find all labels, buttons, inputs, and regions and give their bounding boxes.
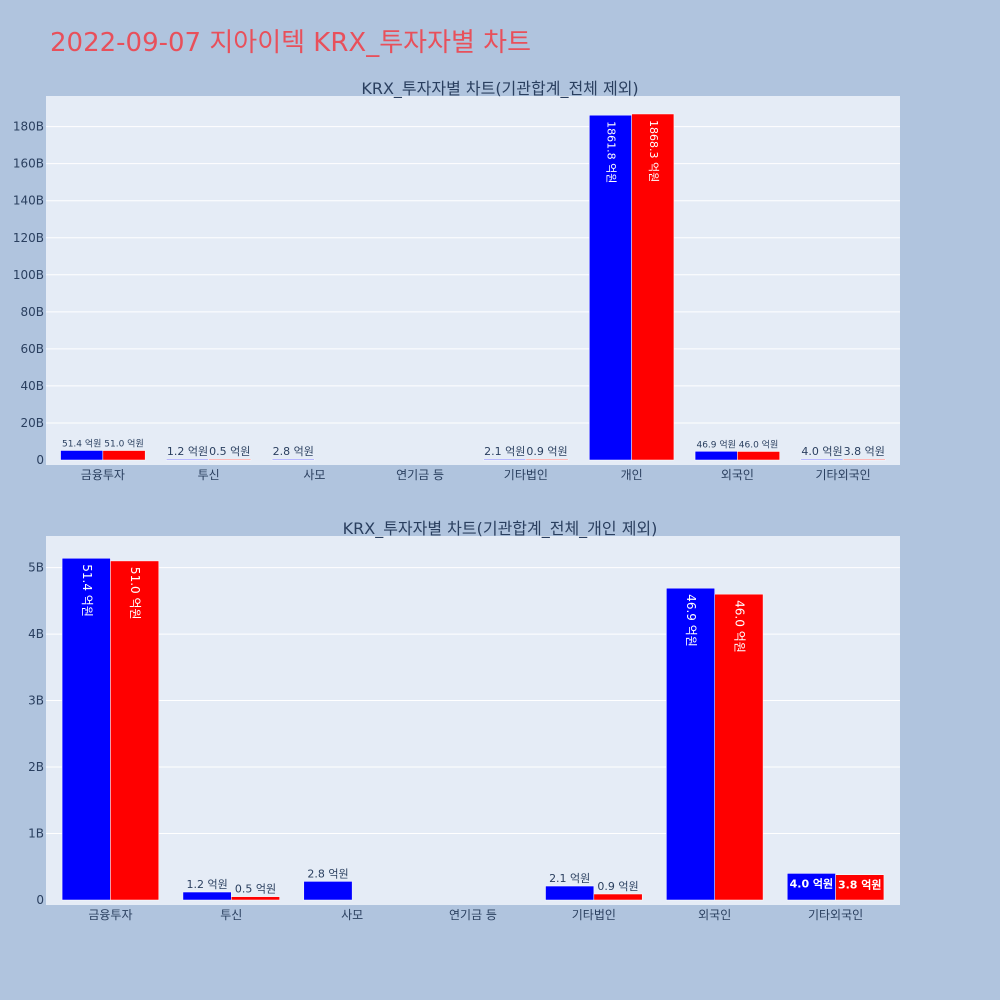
bar-value-label: 2.1 억원 (549, 872, 590, 885)
y-tick-label: 80B (20, 305, 44, 319)
y-tick-label: 4B (28, 627, 44, 641)
x-tick-label: 기타외국인 (816, 468, 871, 482)
y-tick-label: 0 (36, 893, 44, 907)
bar-value-label: 3.8 억원 (844, 445, 885, 458)
bar-value-label: 46.9 억원 (684, 594, 698, 647)
bar (835, 874, 885, 901)
bar-value-label: 0.5 억원 (209, 445, 250, 458)
x-tick-label: 개인 (621, 468, 643, 482)
bar (786, 873, 836, 901)
bar (60, 450, 104, 461)
bar (737, 451, 780, 461)
bar (166, 458, 209, 461)
bar-value-label: 0.5 억원 (235, 883, 276, 896)
bar (631, 113, 675, 461)
bar-value-label: 4.0 억원 (790, 876, 834, 890)
x-tick-label: 투신 (220, 908, 242, 922)
bar (102, 450, 146, 461)
bar-value-label: 51.0 억원 (128, 567, 142, 620)
bar-value-label: 2.8 억원 (273, 445, 314, 458)
bar-value-label: 2.1 억원 (484, 445, 525, 458)
x-tick-label: 외국인 (698, 908, 731, 922)
bar-value-label: 51.4 억원 (62, 437, 101, 449)
x-tick-label: 사모 (341, 908, 363, 922)
bar-value-label: 46.0 억원 (732, 600, 746, 653)
x-tick-label: 외국인 (721, 468, 754, 482)
bar-value-label: 1861.8 억원 (604, 121, 617, 183)
bar (842, 458, 886, 461)
bar-value-label: 46.0 억원 (739, 438, 778, 450)
bar (714, 593, 764, 901)
y-tick-label: 160B (13, 157, 44, 171)
bar (525, 458, 569, 461)
plot-area (46, 536, 900, 905)
bar (589, 114, 632, 461)
y-tick-label: 20B (20, 416, 44, 430)
x-tick-label: 기타외국인 (808, 908, 863, 922)
bar-value-label: 51.4 억원 (80, 564, 94, 617)
bar (694, 451, 738, 461)
x-tick-label: 기타법인 (504, 468, 548, 482)
bar (545, 885, 595, 901)
bar (61, 558, 111, 901)
y-tick-label: 2B (28, 760, 44, 774)
bar-value-label: 1.2 억원 (167, 445, 208, 458)
y-tick-label: 100B (13, 268, 44, 282)
x-tick-label: 연기금 등 (396, 468, 444, 482)
chart-1: 0 20B 40B 60B 80B 100B 120B 140B 160B 180B KRX_투자자… (13, 79, 900, 482)
y-tick-label: 3B (28, 694, 44, 708)
bar (208, 458, 252, 461)
y-tick-label: 40B (20, 379, 44, 393)
bar-value-label: 0.9 억원 (597, 880, 638, 893)
chart-title: KRX_투자자별 차트(기관합계_전체 제외) (361, 79, 638, 99)
y-tick-label: 5B (28, 561, 44, 575)
bar (593, 893, 643, 901)
y-tick-label: 1B (28, 827, 44, 841)
bar-value-label: 51.0 억원 (104, 438, 143, 450)
chart-title: KRX_투자자별 차트(기관합계_전체_개인 제외) (343, 519, 658, 539)
y-tick-label: 0 (36, 453, 44, 467)
bar-value-label: 3.8 억원 (838, 878, 882, 892)
bar-value-label: 1868.3 억원 (647, 120, 660, 182)
bar-value-label: 1.2 억원 (186, 878, 227, 891)
page-title: 2022-09-07 지아이텍 KRX_투자자별 차트 (50, 28, 532, 58)
chart-2: 0 1B 2B 3B 4B 5B KRX_투자자별 차트(기관합계_전체_개인 제외) 금융투… (28, 519, 900, 922)
x-tick-label: 금융투자 (88, 908, 132, 922)
bar (800, 458, 844, 461)
bar (271, 458, 315, 461)
y-tick-label: 140B (13, 194, 44, 208)
bar-value-label: 0.9 억원 (526, 445, 567, 458)
x-tick-label: 투신 (198, 468, 220, 482)
bar (303, 881, 353, 901)
bar (110, 560, 160, 901)
bar-value-label: 46.9 억원 (696, 438, 735, 450)
x-tick-label: 연기금 등 (449, 908, 497, 922)
y-tick-label: 120B (13, 231, 44, 245)
y-tick-label: 180B (13, 120, 44, 134)
bar (182, 891, 232, 901)
x-tick-label: 금융투자 (81, 468, 125, 482)
bar (231, 896, 280, 901)
x-tick-label: 기타법인 (572, 908, 616, 922)
plot-area (46, 96, 900, 465)
y-tick-label: 60B (20, 342, 44, 356)
x-tick-label: 사모 (303, 468, 325, 482)
bar (483, 458, 527, 461)
bar-value-label: 2.8 억원 (307, 867, 348, 880)
bar-value-label: 4.0 억원 (801, 445, 842, 458)
